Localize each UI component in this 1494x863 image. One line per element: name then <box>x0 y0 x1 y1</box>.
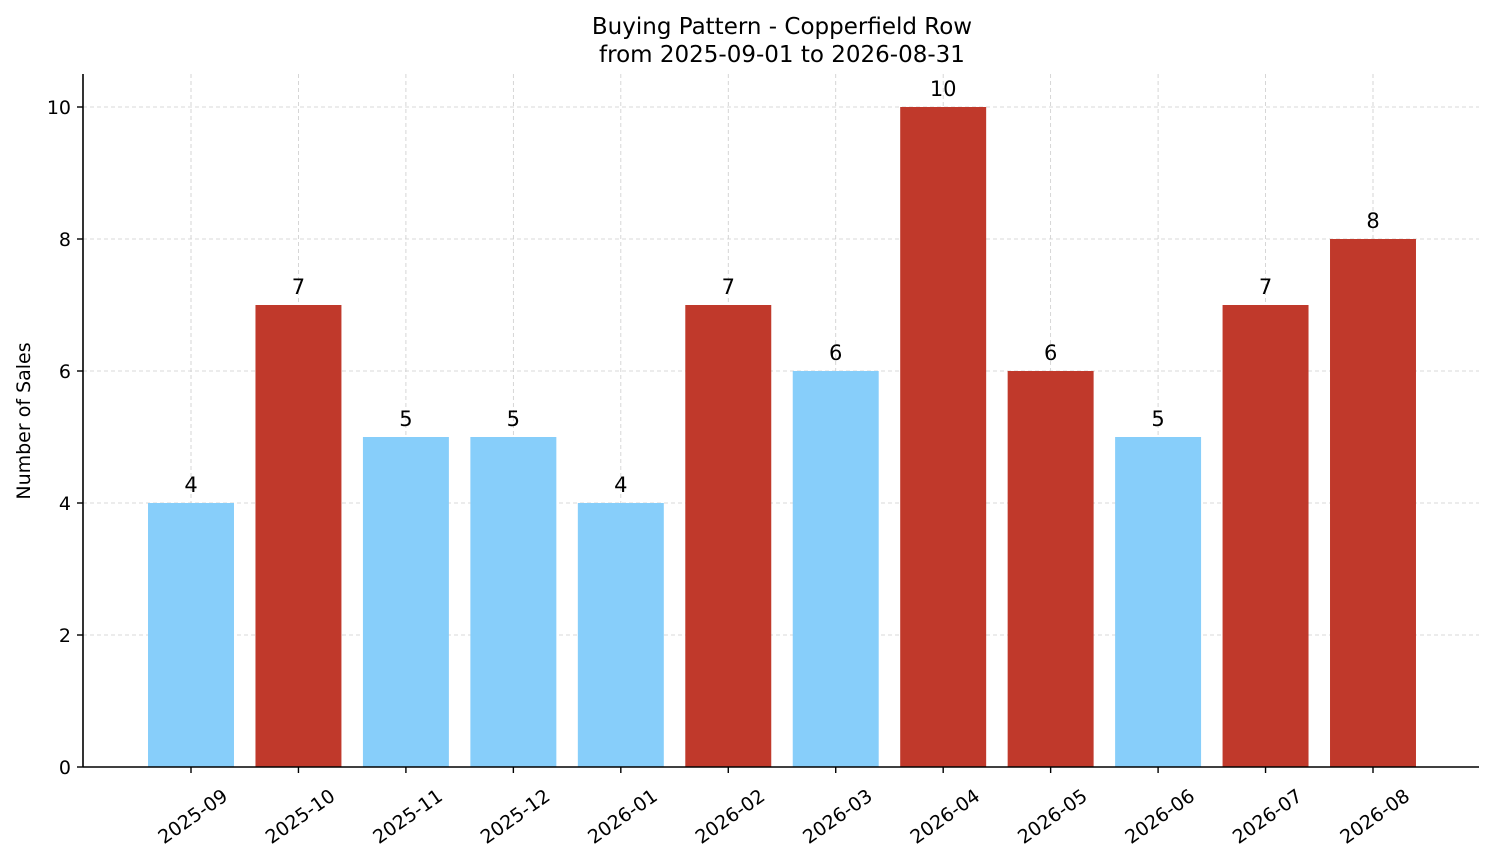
x-tick-label: 2026-01 <box>584 785 662 849</box>
bar <box>577 503 664 767</box>
data-label: 10 <box>930 77 957 101</box>
x-tick-label: 2025-10 <box>262 785 340 849</box>
bar <box>362 437 449 767</box>
bar <box>255 305 342 767</box>
data-label: 4 <box>184 473 197 497</box>
bar <box>1115 437 1202 767</box>
data-label: 6 <box>829 341 842 365</box>
y-tick-label: 2 <box>59 625 71 647</box>
data-label: 6 <box>1044 341 1057 365</box>
x-tick-label: 2026-03 <box>799 785 877 849</box>
data-label: 5 <box>399 407 412 431</box>
x-tick-label: 2026-06 <box>1121 785 1199 849</box>
bar <box>900 107 987 767</box>
bar <box>1007 371 1094 767</box>
bar <box>1330 239 1416 767</box>
x-tick-label: 2026-02 <box>691 785 769 849</box>
data-label: 8 <box>1366 209 1379 233</box>
y-tick-label: 6 <box>59 361 71 383</box>
bar <box>148 503 234 767</box>
x-tick-label: 2025-09 <box>154 785 232 849</box>
bars <box>148 107 1416 767</box>
x-tick-label: 2026-04 <box>906 785 984 849</box>
bar <box>792 371 879 767</box>
data-label: 7 <box>722 275 735 299</box>
x-tick-label: 2026-05 <box>1014 785 1092 849</box>
bar <box>685 305 772 767</box>
bar <box>470 437 557 767</box>
y-tick-label: 10 <box>47 97 71 119</box>
data-label: 5 <box>1151 407 1164 431</box>
data-labels: 4 7 5 5 4 7 6 10 6 5 7 8 <box>184 77 1379 497</box>
data-label: 4 <box>614 473 627 497</box>
y-axis-label: Number of Sales <box>13 342 35 499</box>
x-tick-label: 2025-12 <box>477 785 555 849</box>
axes <box>82 74 1479 768</box>
x-tick-label: 2026-07 <box>1229 785 1307 849</box>
y-tick-label: 8 <box>59 229 71 251</box>
y-tick-label: 4 <box>59 493 71 515</box>
bar <box>1222 305 1309 767</box>
data-label: 7 <box>1259 275 1272 299</box>
data-label: 7 <box>292 275 305 299</box>
chart-subtitle: from 2025-09-01 to 2026-08-31 <box>599 42 965 68</box>
data-label: 5 <box>507 407 520 431</box>
x-tick-label: 2025-11 <box>369 785 447 849</box>
y-tick-label: 0 <box>59 757 71 779</box>
chart-title: Buying Pattern - Copperfield Row <box>592 14 972 40</box>
x-tick-label: 2026-08 <box>1336 785 1414 849</box>
